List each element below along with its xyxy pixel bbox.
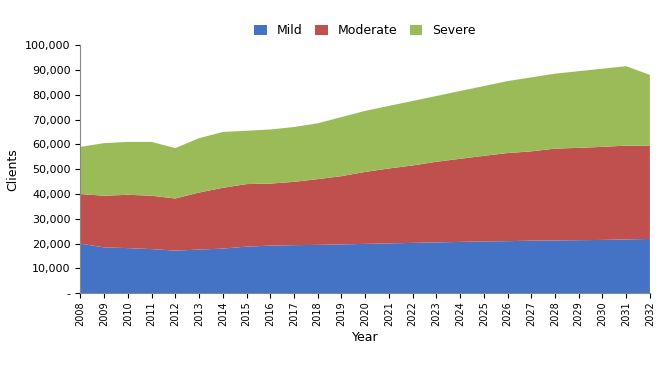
Legend: Mild, Moderate, Severe: Mild, Moderate, Severe <box>249 19 481 42</box>
X-axis label: Year: Year <box>352 331 379 344</box>
Y-axis label: Clients: Clients <box>7 148 19 191</box>
